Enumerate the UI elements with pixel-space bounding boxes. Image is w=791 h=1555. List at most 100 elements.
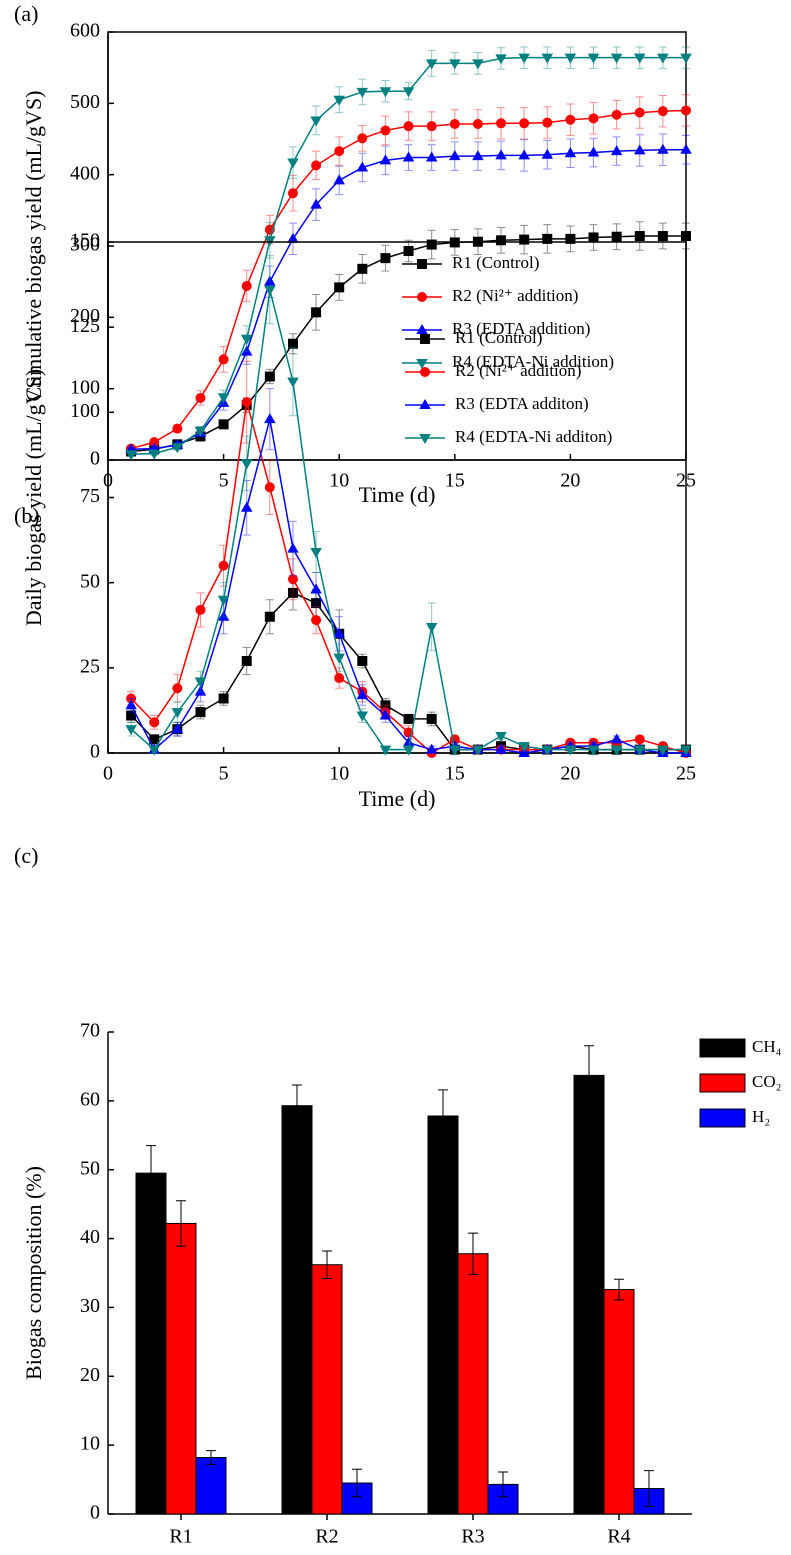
marker bbox=[356, 689, 369, 700]
marker bbox=[657, 745, 669, 756]
marker bbox=[356, 87, 369, 98]
marker bbox=[472, 59, 484, 70]
error-bar bbox=[584, 1045, 594, 1106]
marker bbox=[495, 54, 507, 65]
x-tick-label: 15 bbox=[445, 763, 465, 785]
marker bbox=[194, 685, 207, 696]
marker bbox=[564, 745, 577, 756]
marker bbox=[425, 151, 438, 162]
marker bbox=[311, 615, 322, 626]
error-bar bbox=[614, 1278, 624, 1301]
y-tick-label: 0 bbox=[90, 1502, 100, 1524]
marker bbox=[449, 150, 461, 161]
marker bbox=[357, 263, 368, 274]
marker bbox=[496, 118, 507, 129]
marker bbox=[449, 745, 461, 756]
marker bbox=[287, 542, 299, 553]
marker bbox=[264, 275, 276, 286]
x-tick-label: 5 bbox=[219, 470, 229, 492]
y-tick-label: 70 bbox=[80, 1020, 100, 1042]
bar bbox=[457, 1253, 489, 1515]
marker bbox=[125, 725, 137, 736]
marker bbox=[657, 143, 669, 154]
marker bbox=[356, 711, 369, 722]
marker bbox=[218, 693, 229, 704]
y-axis-title: Cumulative biogas yield (mL/gVS) bbox=[21, 90, 46, 401]
marker bbox=[334, 282, 345, 293]
x-axis-title: Time (d) bbox=[359, 786, 436, 811]
marker bbox=[588, 113, 599, 124]
marker bbox=[425, 59, 438, 70]
marker bbox=[126, 710, 137, 721]
marker bbox=[311, 307, 322, 318]
marker bbox=[419, 434, 431, 444]
marker bbox=[149, 734, 160, 745]
y-tick-label: 150 bbox=[70, 230, 100, 252]
marker bbox=[634, 231, 645, 242]
x-tick-label: 5 bbox=[219, 763, 229, 785]
marker bbox=[542, 117, 553, 128]
marker bbox=[403, 121, 414, 132]
marker bbox=[218, 560, 229, 571]
marker bbox=[425, 743, 438, 754]
error-bar bbox=[322, 1250, 332, 1280]
marker bbox=[403, 713, 414, 724]
x-tick-label: 10 bbox=[329, 763, 349, 785]
marker bbox=[634, 734, 645, 745]
marker bbox=[311, 160, 322, 171]
marker bbox=[495, 149, 507, 160]
marker bbox=[380, 253, 391, 264]
marker bbox=[356, 161, 369, 172]
marker bbox=[287, 377, 299, 388]
series-line bbox=[130, 401, 687, 754]
marker bbox=[287, 188, 298, 199]
error-bar bbox=[468, 1232, 478, 1275]
marker bbox=[333, 174, 345, 185]
panel-label: (b) bbox=[14, 503, 40, 528]
marker bbox=[310, 116, 322, 127]
y-tick-label: 25 bbox=[80, 655, 100, 677]
marker bbox=[402, 736, 415, 747]
legend-label: H₂ bbox=[752, 1107, 770, 1126]
x-axis-title: Time (d) bbox=[359, 482, 436, 507]
marker bbox=[264, 611, 275, 622]
marker bbox=[657, 231, 668, 242]
marker bbox=[680, 745, 692, 756]
marker bbox=[634, 107, 645, 118]
marker bbox=[519, 118, 530, 129]
legend-swatch bbox=[699, 1108, 746, 1128]
marker bbox=[681, 231, 691, 242]
legend-label: R1 (Control) bbox=[452, 253, 539, 272]
marker bbox=[681, 105, 691, 116]
panel-label: (a) bbox=[14, 1, 38, 26]
marker bbox=[264, 285, 276, 296]
marker bbox=[472, 745, 484, 756]
marker bbox=[264, 413, 276, 424]
marker bbox=[334, 146, 345, 157]
marker bbox=[310, 198, 322, 209]
marker bbox=[610, 53, 623, 64]
y-tick-label: 30 bbox=[80, 1295, 100, 1317]
series-line bbox=[130, 418, 686, 754]
y-tick-label: 400 bbox=[70, 162, 100, 184]
bar bbox=[573, 1074, 605, 1515]
marker bbox=[357, 656, 368, 667]
marker bbox=[417, 292, 427, 302]
bar bbox=[281, 1105, 313, 1515]
legend-label: R3 (EDTA additon) bbox=[455, 394, 589, 413]
marker bbox=[240, 459, 253, 470]
marker bbox=[218, 354, 229, 365]
marker bbox=[565, 233, 576, 244]
x-tick-label: R3 bbox=[461, 1526, 484, 1548]
panel-label: (c) bbox=[14, 843, 38, 868]
marker bbox=[680, 143, 692, 154]
bar bbox=[195, 1457, 227, 1515]
marker bbox=[287, 587, 298, 598]
x-tick-label: R1 bbox=[169, 1526, 192, 1548]
legend-swatch bbox=[699, 1038, 746, 1058]
marker bbox=[541, 148, 554, 159]
marker bbox=[195, 604, 206, 615]
marker bbox=[565, 114, 576, 125]
marker bbox=[610, 745, 623, 756]
marker bbox=[195, 392, 206, 403]
